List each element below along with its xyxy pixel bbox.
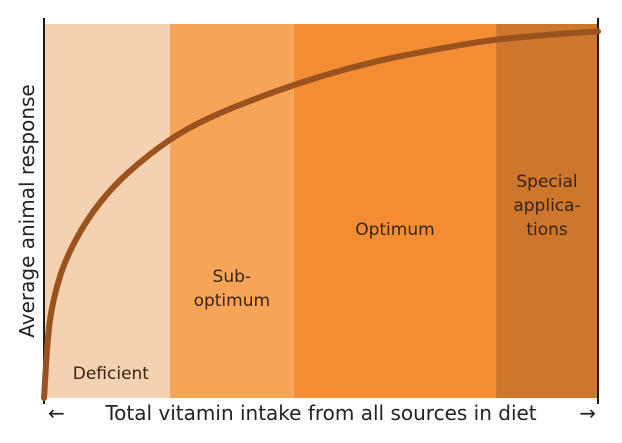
x-axis-label: Total vitamin intake from all sources in… [104, 401, 536, 425]
band-deficient [44, 24, 170, 398]
band-label-deficient: Deficient [73, 364, 150, 384]
band-label-line: tions [526, 220, 568, 240]
band-label-line: Sub- [213, 267, 252, 287]
band-label-line: applica- [513, 196, 580, 216]
band-label-sub-optimum: Sub-optimum [194, 267, 270, 311]
left-arrow-icon: ← [48, 401, 65, 425]
y-axis-label: Average animal response [15, 84, 39, 337]
band-special-applications [496, 24, 598, 398]
right-arrow-icon: → [579, 401, 596, 425]
band-labels: Deficient Sub-optimum Optimum Special applic… [73, 172, 581, 384]
band-regions [44, 24, 598, 398]
band-label-line: optimum [194, 291, 270, 311]
band-label-line: Special [516, 172, 577, 192]
band-optimum [293, 24, 497, 398]
band-sub-optimum [169, 24, 294, 398]
response-curve [41, 28, 601, 401]
x-axis-label-group: ← Total vitamin intake from all sources … [48, 401, 596, 425]
band-label-optimum: Optimum [355, 220, 434, 240]
band-label-special-applications: Special applica-tions [513, 172, 580, 240]
band-label-line: Optimum [355, 220, 434, 240]
band-label-line: Deficient [73, 364, 150, 384]
